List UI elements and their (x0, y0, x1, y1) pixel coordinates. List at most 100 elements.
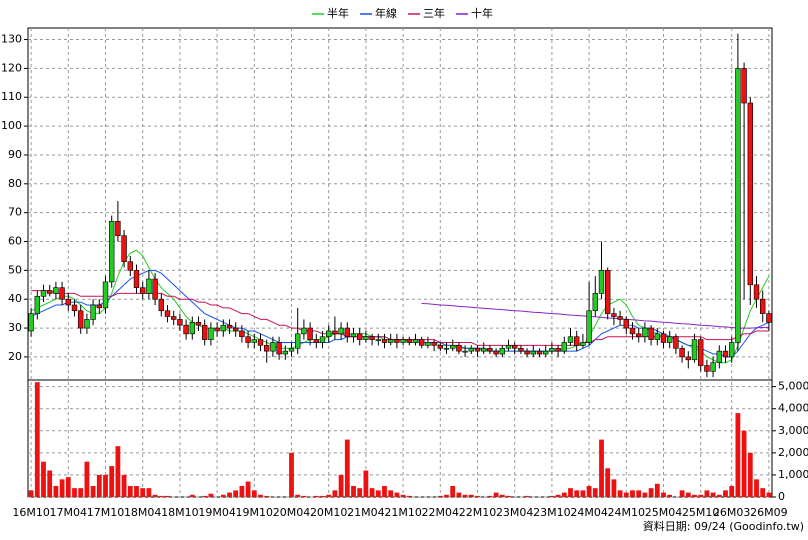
candle-body (46, 290, 53, 294)
candle-body (425, 342, 431, 346)
candle-body (96, 304, 103, 309)
volume-bar (382, 485, 387, 497)
volume-bar (313, 495, 319, 497)
candle-body (753, 284, 760, 300)
candle-body (263, 345, 270, 352)
candle-body (592, 293, 599, 312)
candle-body (356, 333, 363, 340)
x-tick-label: 23M10 (533, 506, 571, 519)
y2-tick-label: 1,000 (778, 468, 808, 481)
x-tick-label: 16M10 (12, 506, 50, 519)
candle-body (276, 342, 282, 355)
y-tick-label: 60 (8, 235, 22, 248)
volume-bar (202, 495, 208, 497)
candle-body (84, 319, 90, 329)
candle-body (685, 356, 692, 361)
volume-bar (704, 490, 710, 497)
x-tick-label: 24M04 (570, 506, 608, 519)
candle-body (493, 350, 499, 355)
y-tick-label: 100 (1, 119, 22, 132)
candle-body (673, 336, 679, 349)
volume-bar (499, 494, 505, 497)
candle-body (679, 347, 685, 358)
volume-bar (661, 492, 666, 497)
candle-body (381, 339, 388, 343)
volume-bar (766, 492, 772, 497)
volume-bar (109, 466, 115, 497)
volume-bar (227, 492, 232, 497)
x-tick-label: 21M04 (347, 506, 385, 519)
candle-body (611, 313, 617, 317)
candle-body (561, 342, 568, 352)
candle-body (40, 290, 47, 297)
candle-body (766, 313, 772, 323)
volume-bar (369, 488, 375, 497)
candle-body (257, 339, 264, 346)
candle-body (505, 345, 512, 349)
candle-body (183, 324, 189, 335)
volume-bar (642, 492, 648, 497)
volume-bar (506, 495, 511, 497)
x-tick-label: 26M09 (750, 506, 788, 519)
candle-body (65, 298, 72, 306)
candle-body (319, 336, 326, 343)
candle-body (747, 102, 754, 286)
legend-label: 十年 (471, 6, 493, 20)
volume-bar (462, 494, 468, 497)
volume-bar (344, 439, 350, 497)
x-tick-label: 26M03 (713, 506, 751, 519)
candle-body (741, 68, 747, 104)
candle-body (722, 350, 729, 358)
legend: 半年 年線 三年 十年 (312, 6, 493, 20)
volume-bar (592, 488, 598, 497)
volume-bar (636, 490, 642, 497)
volume-bar (332, 490, 338, 497)
candle-body (78, 310, 84, 329)
candle-body (34, 296, 41, 314)
candle-body (580, 342, 586, 346)
x-tick-label: 18M04 (124, 506, 162, 519)
candle-body (350, 333, 357, 338)
candle-body (220, 324, 226, 332)
volume-bar (251, 490, 257, 497)
candle-body (158, 298, 164, 312)
candle-body (294, 333, 301, 349)
volume-bar (729, 485, 735, 497)
volume-bar (561, 492, 567, 497)
volume-bar (59, 479, 65, 497)
volume-bar (630, 490, 635, 497)
volume-bar (375, 490, 381, 497)
candle-body (202, 324, 208, 340)
candle-body (171, 316, 177, 320)
candle-body (146, 278, 152, 294)
candle-body (735, 68, 741, 343)
candle-body (53, 287, 59, 294)
candle-body (325, 330, 332, 338)
candle-body (635, 333, 642, 338)
volume-bar (679, 490, 685, 497)
volume-bar (555, 494, 561, 497)
volume-bar (134, 485, 139, 497)
candle-body (728, 342, 735, 358)
candle-body (660, 333, 667, 343)
candle-body (518, 347, 524, 352)
volume-bar (165, 495, 170, 497)
volume-bar (524, 495, 530, 497)
x-tick-label: 22M10 (459, 506, 497, 519)
volume-bar (437, 495, 443, 497)
volume-bar (264, 495, 270, 497)
y-tick-label: 70 (8, 206, 22, 219)
volume-bar (605, 468, 611, 497)
candle-body (623, 319, 630, 329)
candle-body (604, 270, 611, 314)
volume-bar (623, 492, 629, 497)
ma-line (421, 303, 769, 329)
volume-bar (72, 488, 77, 497)
candle-body (474, 347, 481, 352)
volume-bar (493, 492, 499, 497)
volume-bar (456, 492, 462, 497)
y-tick-label: 80 (8, 177, 22, 190)
volume-bar (351, 485, 356, 497)
candle-body (549, 347, 555, 352)
volume-bar (580, 490, 586, 497)
